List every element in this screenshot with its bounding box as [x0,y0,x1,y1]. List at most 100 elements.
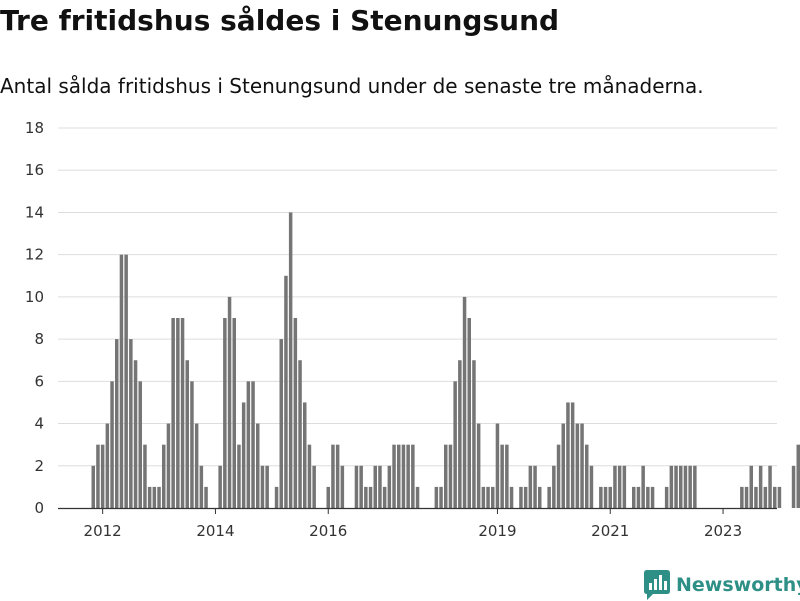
bar [613,466,617,508]
bar [468,318,472,508]
bar [519,487,523,508]
bar [679,466,683,508]
bar [120,255,124,508]
bar [251,381,255,508]
bar [341,466,345,508]
bar [463,297,467,508]
bar [383,487,387,508]
bar [143,445,147,508]
bar [124,255,128,508]
bar [665,487,669,508]
bar [204,487,208,508]
bar [609,487,613,508]
bar [435,487,439,508]
bar [773,487,777,508]
y-tick-label: 0 [34,499,44,517]
bar [547,487,551,508]
bar [181,318,185,508]
bar [585,445,589,508]
bar [237,445,241,508]
y-tick-label: 10 [25,288,44,306]
bar [312,466,316,508]
y-tick-label: 18 [25,119,44,137]
bar [557,445,561,508]
gridlines [58,128,777,466]
bar [397,445,401,508]
bar [167,424,171,508]
bar [688,466,692,508]
bar [693,466,697,508]
bar [533,466,537,508]
bar [651,487,655,508]
bar [482,487,486,508]
bar [96,445,100,508]
bar [496,424,500,508]
bar [256,424,260,508]
bar [298,360,302,508]
bar [562,424,566,508]
bar [632,487,636,508]
bar [750,466,754,508]
bar [754,487,758,508]
bar [576,424,580,508]
bar [115,339,119,508]
bar [218,466,222,508]
x-axis: 2012201420162019202120232025 [58,508,800,540]
bar [331,445,335,508]
bar [280,339,284,508]
bar [129,339,133,508]
brand-name: Newsworthy [676,574,800,596]
bar [134,360,138,508]
bar [449,445,453,508]
bar [327,487,331,508]
bar [416,487,420,508]
bar [223,318,227,508]
bar [759,466,763,508]
bar [764,487,768,508]
x-tick-label: 2023 [704,522,742,540]
y-tick-label: 14 [25,203,44,221]
bar [641,466,645,508]
bar [566,402,570,508]
bar [176,318,180,508]
bar [242,402,246,508]
bar [486,487,490,508]
bar [453,381,457,508]
bar [106,424,110,508]
bar [359,466,363,508]
bar [200,466,204,508]
bar [275,487,279,508]
bar [364,487,368,508]
bar [580,424,584,508]
bar [439,487,443,508]
bar [604,487,608,508]
bar [477,424,481,508]
y-tick-label: 12 [25,246,44,264]
bar [392,445,396,508]
x-tick-label: 2019 [478,522,516,540]
bar [374,466,378,508]
bar [369,487,373,508]
bar [623,466,627,508]
bar [618,466,622,508]
bars [92,212,800,508]
bar [233,318,237,508]
bar [101,445,105,508]
bar [510,487,514,508]
y-tick-label: 2 [34,457,44,475]
bar [590,466,594,508]
bar [139,381,143,508]
bar [538,487,542,508]
bar [308,445,312,508]
bar [778,487,782,508]
bar [228,297,232,508]
bar [797,445,800,508]
bar [247,381,251,508]
bar [355,466,359,508]
bar [402,445,406,508]
bar [171,318,175,508]
x-tick-label: 2012 [84,522,122,540]
bar [406,445,410,508]
